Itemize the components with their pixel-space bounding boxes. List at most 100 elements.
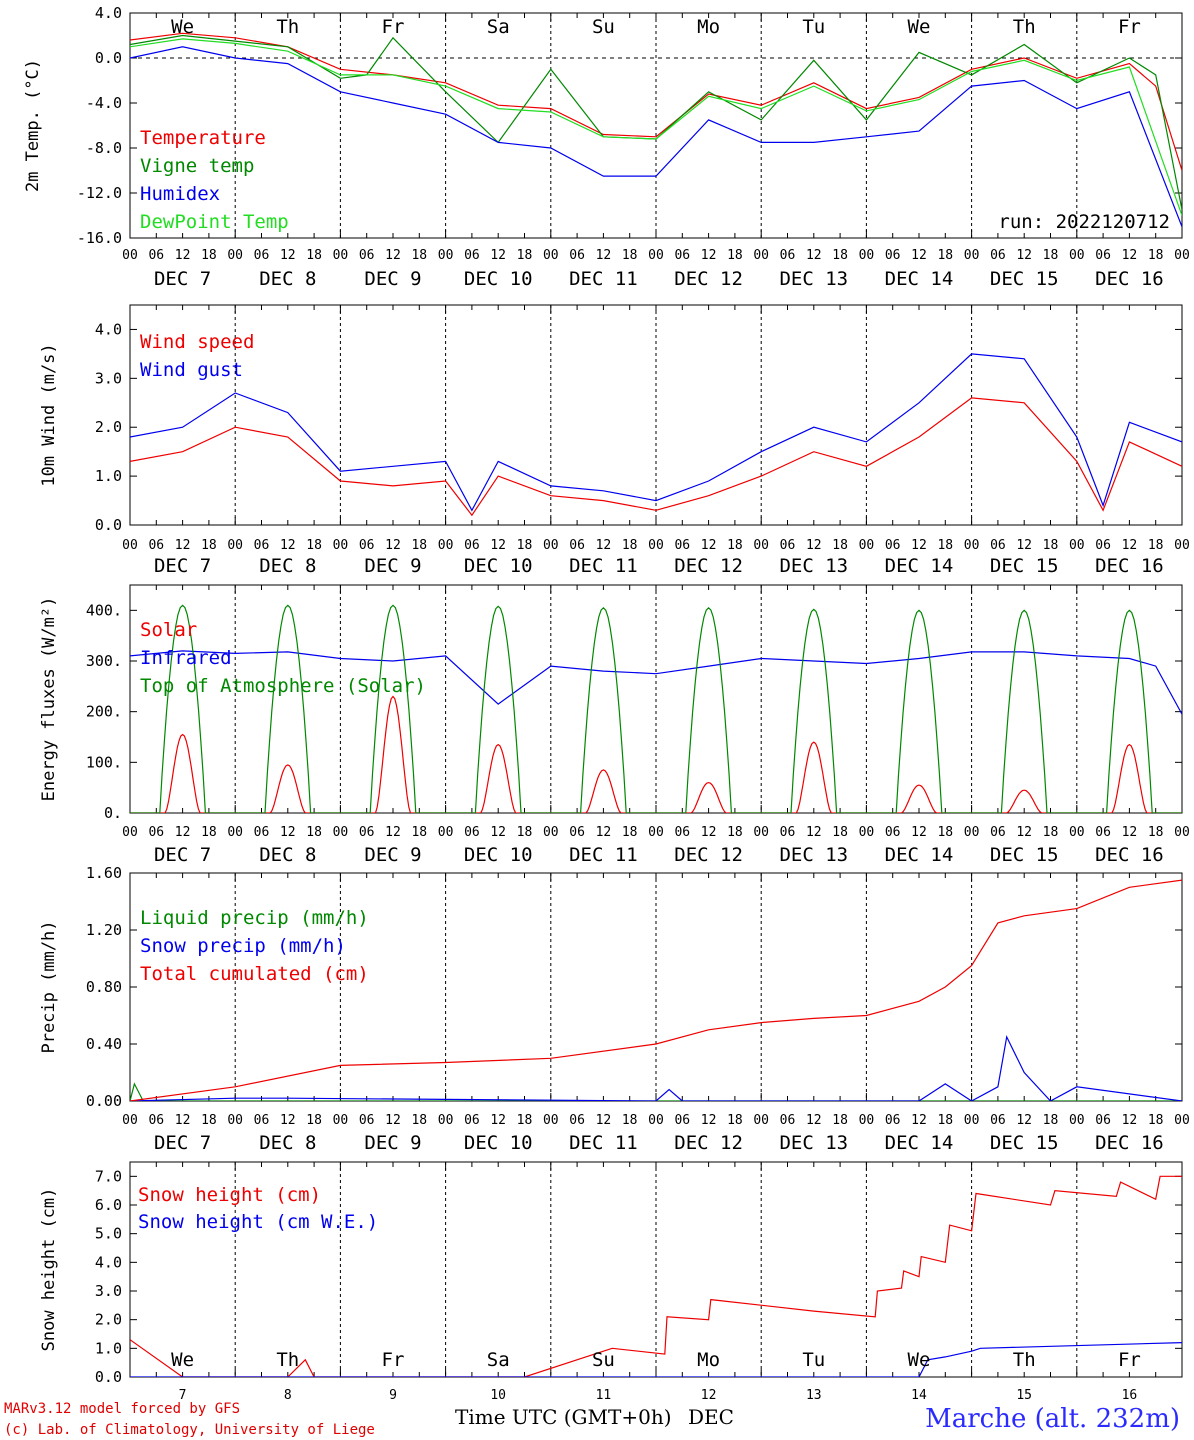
- y-tick-label: 0.40: [86, 1035, 122, 1053]
- day-label: DEC 11: [569, 268, 638, 290]
- y-tick-label: 1.0: [95, 467, 122, 485]
- day-label: DEC 9: [364, 268, 421, 290]
- hour-tick-label: 06: [990, 248, 1006, 263]
- hour-tick-label: 06: [254, 248, 270, 263]
- hour-tick-label: 06: [569, 825, 585, 840]
- series-line-snow-precip-mm-h-: [130, 1034, 1182, 1101]
- hour-tick-label: 06: [780, 1113, 796, 1128]
- legend-entry: Wind speed: [140, 331, 254, 353]
- hour-tick-label: 06: [254, 1113, 270, 1128]
- series-line-dewpoint-temp: [130, 38, 1182, 216]
- y-axis-label: Snow height (cm): [39, 1188, 59, 1352]
- hour-tick-label: 06: [780, 538, 796, 553]
- y-tick-label: 7.0: [95, 1167, 122, 1185]
- hour-tick-label: 18: [832, 538, 848, 553]
- hour-tick-label: 00: [1174, 538, 1190, 553]
- hour-tick-label: 18: [306, 825, 322, 840]
- day-label: DEC 13: [779, 555, 848, 577]
- legend-entry: Infrared: [140, 647, 232, 669]
- weekday-label: Fr: [1118, 16, 1141, 38]
- hour-tick-label: 18: [517, 825, 533, 840]
- hour-tick-label: 18: [1043, 1113, 1059, 1128]
- day-number: 15: [1016, 1388, 1032, 1403]
- hour-tick-label: 06: [464, 538, 480, 553]
- hour-tick-label: 06: [674, 1113, 690, 1128]
- hour-tick-label: 18: [937, 1113, 953, 1128]
- hour-tick-label: 12: [490, 538, 506, 553]
- snow-panel-weekday-labels: We Th Fr Sa Su Mo Tu We Th Fr: [171, 1349, 1141, 1371]
- hour-tick-label: 12: [385, 825, 401, 840]
- hour-tick-label: 12: [385, 538, 401, 553]
- hour-tick-label: 12: [280, 825, 296, 840]
- hour-tick-label: 06: [464, 1113, 480, 1128]
- hour-tick-label: 18: [622, 538, 638, 553]
- hour-tick-label: 12: [490, 1113, 506, 1128]
- hour-tick-label: 00: [859, 248, 875, 263]
- hour-tick-label: 18: [517, 248, 533, 263]
- day-label: DEC 14: [885, 555, 954, 577]
- hour-tick-label: 12: [1016, 248, 1032, 263]
- hour-tick-label: 00: [122, 1113, 138, 1128]
- x-axis-unit: DEC: [688, 1405, 734, 1429]
- day-label: DEC 14: [885, 1132, 954, 1154]
- bottom-day-numbers: 7 8 9 10 11 12 13 14 15 16: [179, 1388, 1138, 1403]
- day-number: 10: [490, 1388, 506, 1403]
- day-label: DEC 13: [779, 268, 848, 290]
- hour-tick-label: 18: [832, 825, 848, 840]
- hour-tick-label: 00: [648, 825, 664, 840]
- legend-entry: Liquid precip (mm/h): [140, 907, 369, 929]
- hour-tick-label: 00: [859, 825, 875, 840]
- y-tick-label: 100.: [86, 753, 122, 771]
- weekday-label: Mo: [697, 16, 720, 38]
- hour-tick-label: 00: [438, 1113, 454, 1128]
- hour-tick-label: 12: [911, 1113, 927, 1128]
- hour-tick-label: 06: [464, 825, 480, 840]
- hour-tick-label: 00: [964, 1113, 980, 1128]
- day-label: DEC 15: [990, 844, 1059, 866]
- hour-tick-label: 12: [701, 248, 717, 263]
- weekday-label: Fr: [1118, 1349, 1141, 1371]
- hour-tick-label: 18: [411, 1113, 427, 1128]
- x-axis-title: Time UTC (GMT+0h): [455, 1405, 672, 1429]
- hour-tick-label: 18: [306, 1113, 322, 1128]
- hour-tick-label: 12: [911, 825, 927, 840]
- day-label: DEC 8: [259, 1132, 316, 1154]
- hour-tick-label: 00: [543, 825, 559, 840]
- hour-tick-label: 06: [254, 825, 270, 840]
- y-tick-label: 4.0: [95, 320, 122, 338]
- hour-tick-label: 06: [674, 248, 690, 263]
- hour-tick-label: 12: [1122, 825, 1138, 840]
- y-tick-label: -16.0: [77, 229, 122, 247]
- hour-tick-label: 00: [227, 825, 243, 840]
- chart-panel-4: 1.60 1.20 0.80 0.40 0.00 Precip (mm/h) Liquid …: [39, 864, 1190, 1154]
- hour-tick-label: 18: [1043, 538, 1059, 553]
- weekday-label: Sa: [487, 1349, 510, 1371]
- series-line-solar: [130, 695, 1182, 813]
- hour-tick-label: 18: [201, 248, 217, 263]
- hour-tick-label: 18: [517, 538, 533, 553]
- day-label: DEC 10: [464, 844, 533, 866]
- day-label: DEC 11: [569, 1132, 638, 1154]
- hour-tick-label: 18: [937, 538, 953, 553]
- hour-tick-label: 18: [622, 248, 638, 263]
- hour-tick-label: 06: [569, 538, 585, 553]
- hour-tick-label: 18: [727, 248, 743, 263]
- hour-tick-label: 18: [832, 248, 848, 263]
- hour-tick-label: 12: [1016, 1113, 1032, 1128]
- legend-entry: Snow height (cm): [138, 1184, 321, 1206]
- chart-panel-1: 4.0 0.0 -4.0 -8.0 -12.0 -16.0 2m Temp. (°C) Tem…: [23, 4, 1190, 290]
- day-label: DEC 15: [990, 555, 1059, 577]
- run-label: run: 2022120712: [998, 211, 1170, 233]
- series-line-wind-gust: [130, 353, 1182, 512]
- hour-tick-label: 00: [122, 825, 138, 840]
- hour-tick-label: 06: [359, 538, 375, 553]
- y-tick-label: 3.0: [95, 1282, 122, 1300]
- hour-tick-label: 00: [753, 825, 769, 840]
- hour-tick-label: 12: [596, 248, 612, 263]
- hour-tick-label: 06: [569, 248, 585, 263]
- hour-tick-label: 12: [490, 248, 506, 263]
- y-axis-label: Precip (mm/h): [39, 920, 59, 1053]
- day-label: DEC 10: [464, 268, 533, 290]
- hour-tick-label: 12: [701, 538, 717, 553]
- legend-entry: Snow precip (mm/h): [140, 935, 346, 957]
